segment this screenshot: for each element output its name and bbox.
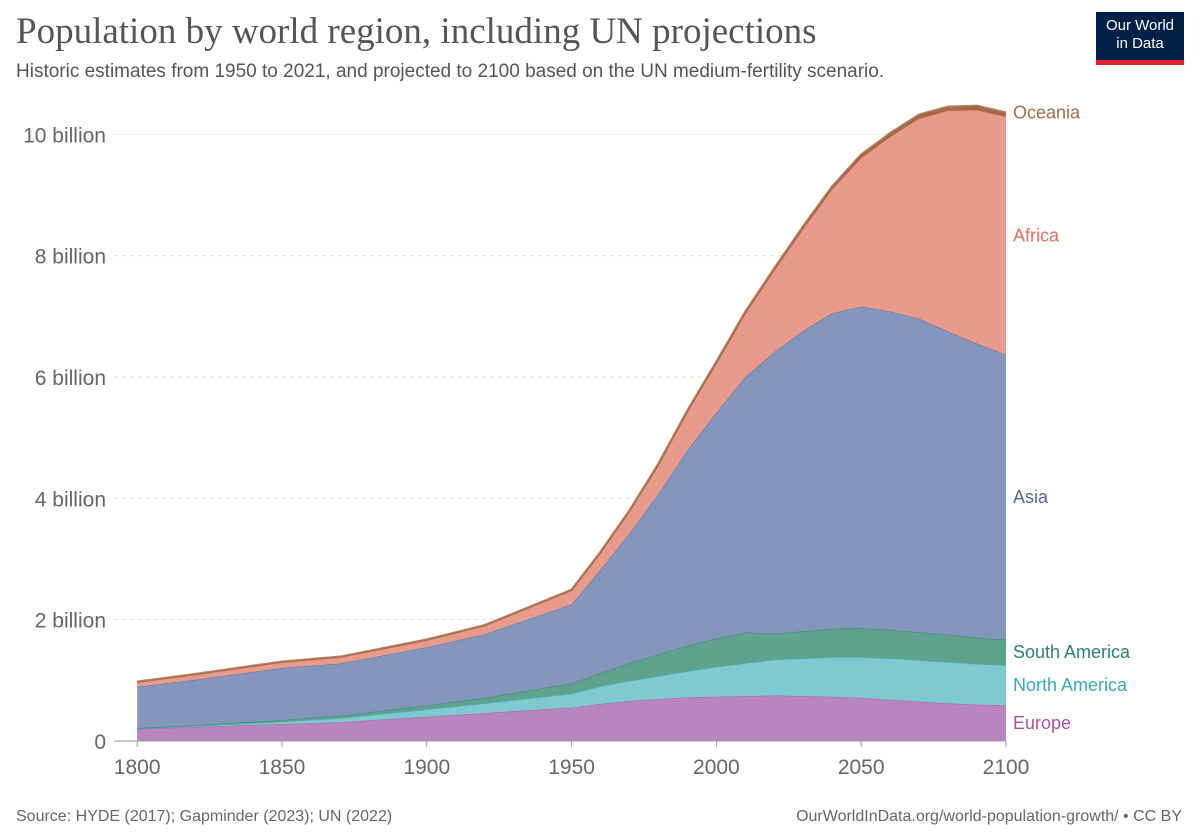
- owid-logo[interactable]: Our World in Data: [1096, 12, 1184, 65]
- area-edge-oceania: [137, 104, 1007, 683]
- x-tick-label: 1900: [403, 756, 450, 779]
- chart-subtitle: Historic estimates from 1950 to 2021, an…: [16, 61, 885, 82]
- x-tick-label: 1950: [548, 756, 595, 779]
- series-label-oceania: Oceania: [1013, 103, 1081, 123]
- y-tick-label: 10 billion: [23, 124, 106, 147]
- x-tick-label: 2050: [838, 756, 885, 779]
- area-africa[interactable]: [137, 110, 1006, 687]
- x-tick-label: 1850: [259, 756, 306, 779]
- chart-title: Population by world region, including UN…: [16, 11, 817, 52]
- source-url[interactable]: OurWorldInData.org/world-population-grow…: [796, 808, 1182, 825]
- y-tick-label: 0: [94, 731, 106, 754]
- area-south-america[interactable]: [137, 628, 1006, 729]
- y-tick-label: 4 billion: [35, 488, 106, 511]
- logo-line-1: Our World: [1105, 17, 1175, 34]
- area-north-america[interactable]: [137, 657, 1006, 729]
- series-label-layer: Europe North America South America Asia Afri…: [1013, 103, 1131, 734]
- y-tick-label: 6 billion: [35, 367, 106, 390]
- area-layer: [137, 104, 1007, 742]
- source-note: Source: HYDE (2017); Gapminder (2023); U…: [16, 808, 393, 825]
- y-tick-label: 8 billion: [35, 246, 106, 269]
- area-asia[interactable]: [137, 306, 1006, 728]
- series-label-africa: Africa: [1013, 226, 1060, 246]
- series-label-europe: Europe: [1013, 713, 1071, 733]
- area-oceania[interactable]: [137, 105, 1006, 682]
- x-tick-label: 2100: [983, 756, 1030, 779]
- series-label-asia: Asia: [1013, 487, 1049, 507]
- series-label-south-america: South America: [1013, 642, 1131, 662]
- area-europe[interactable]: [137, 695, 1006, 742]
- logo-line-2: in Data: [1116, 35, 1164, 52]
- x-tick-label: 1800: [114, 756, 161, 779]
- series-label-north-america: North America: [1013, 675, 1128, 695]
- population-area-chart: 0 2 billion 4 billion 6 billion 8 billion 10 …: [23, 103, 1131, 779]
- axis-layer: 0 2 billion 4 billion 6 billion 8 billion 10 …: [23, 124, 1029, 779]
- y-tick-label: 2 billion: [35, 610, 106, 633]
- x-tick-label: 2000: [693, 756, 740, 779]
